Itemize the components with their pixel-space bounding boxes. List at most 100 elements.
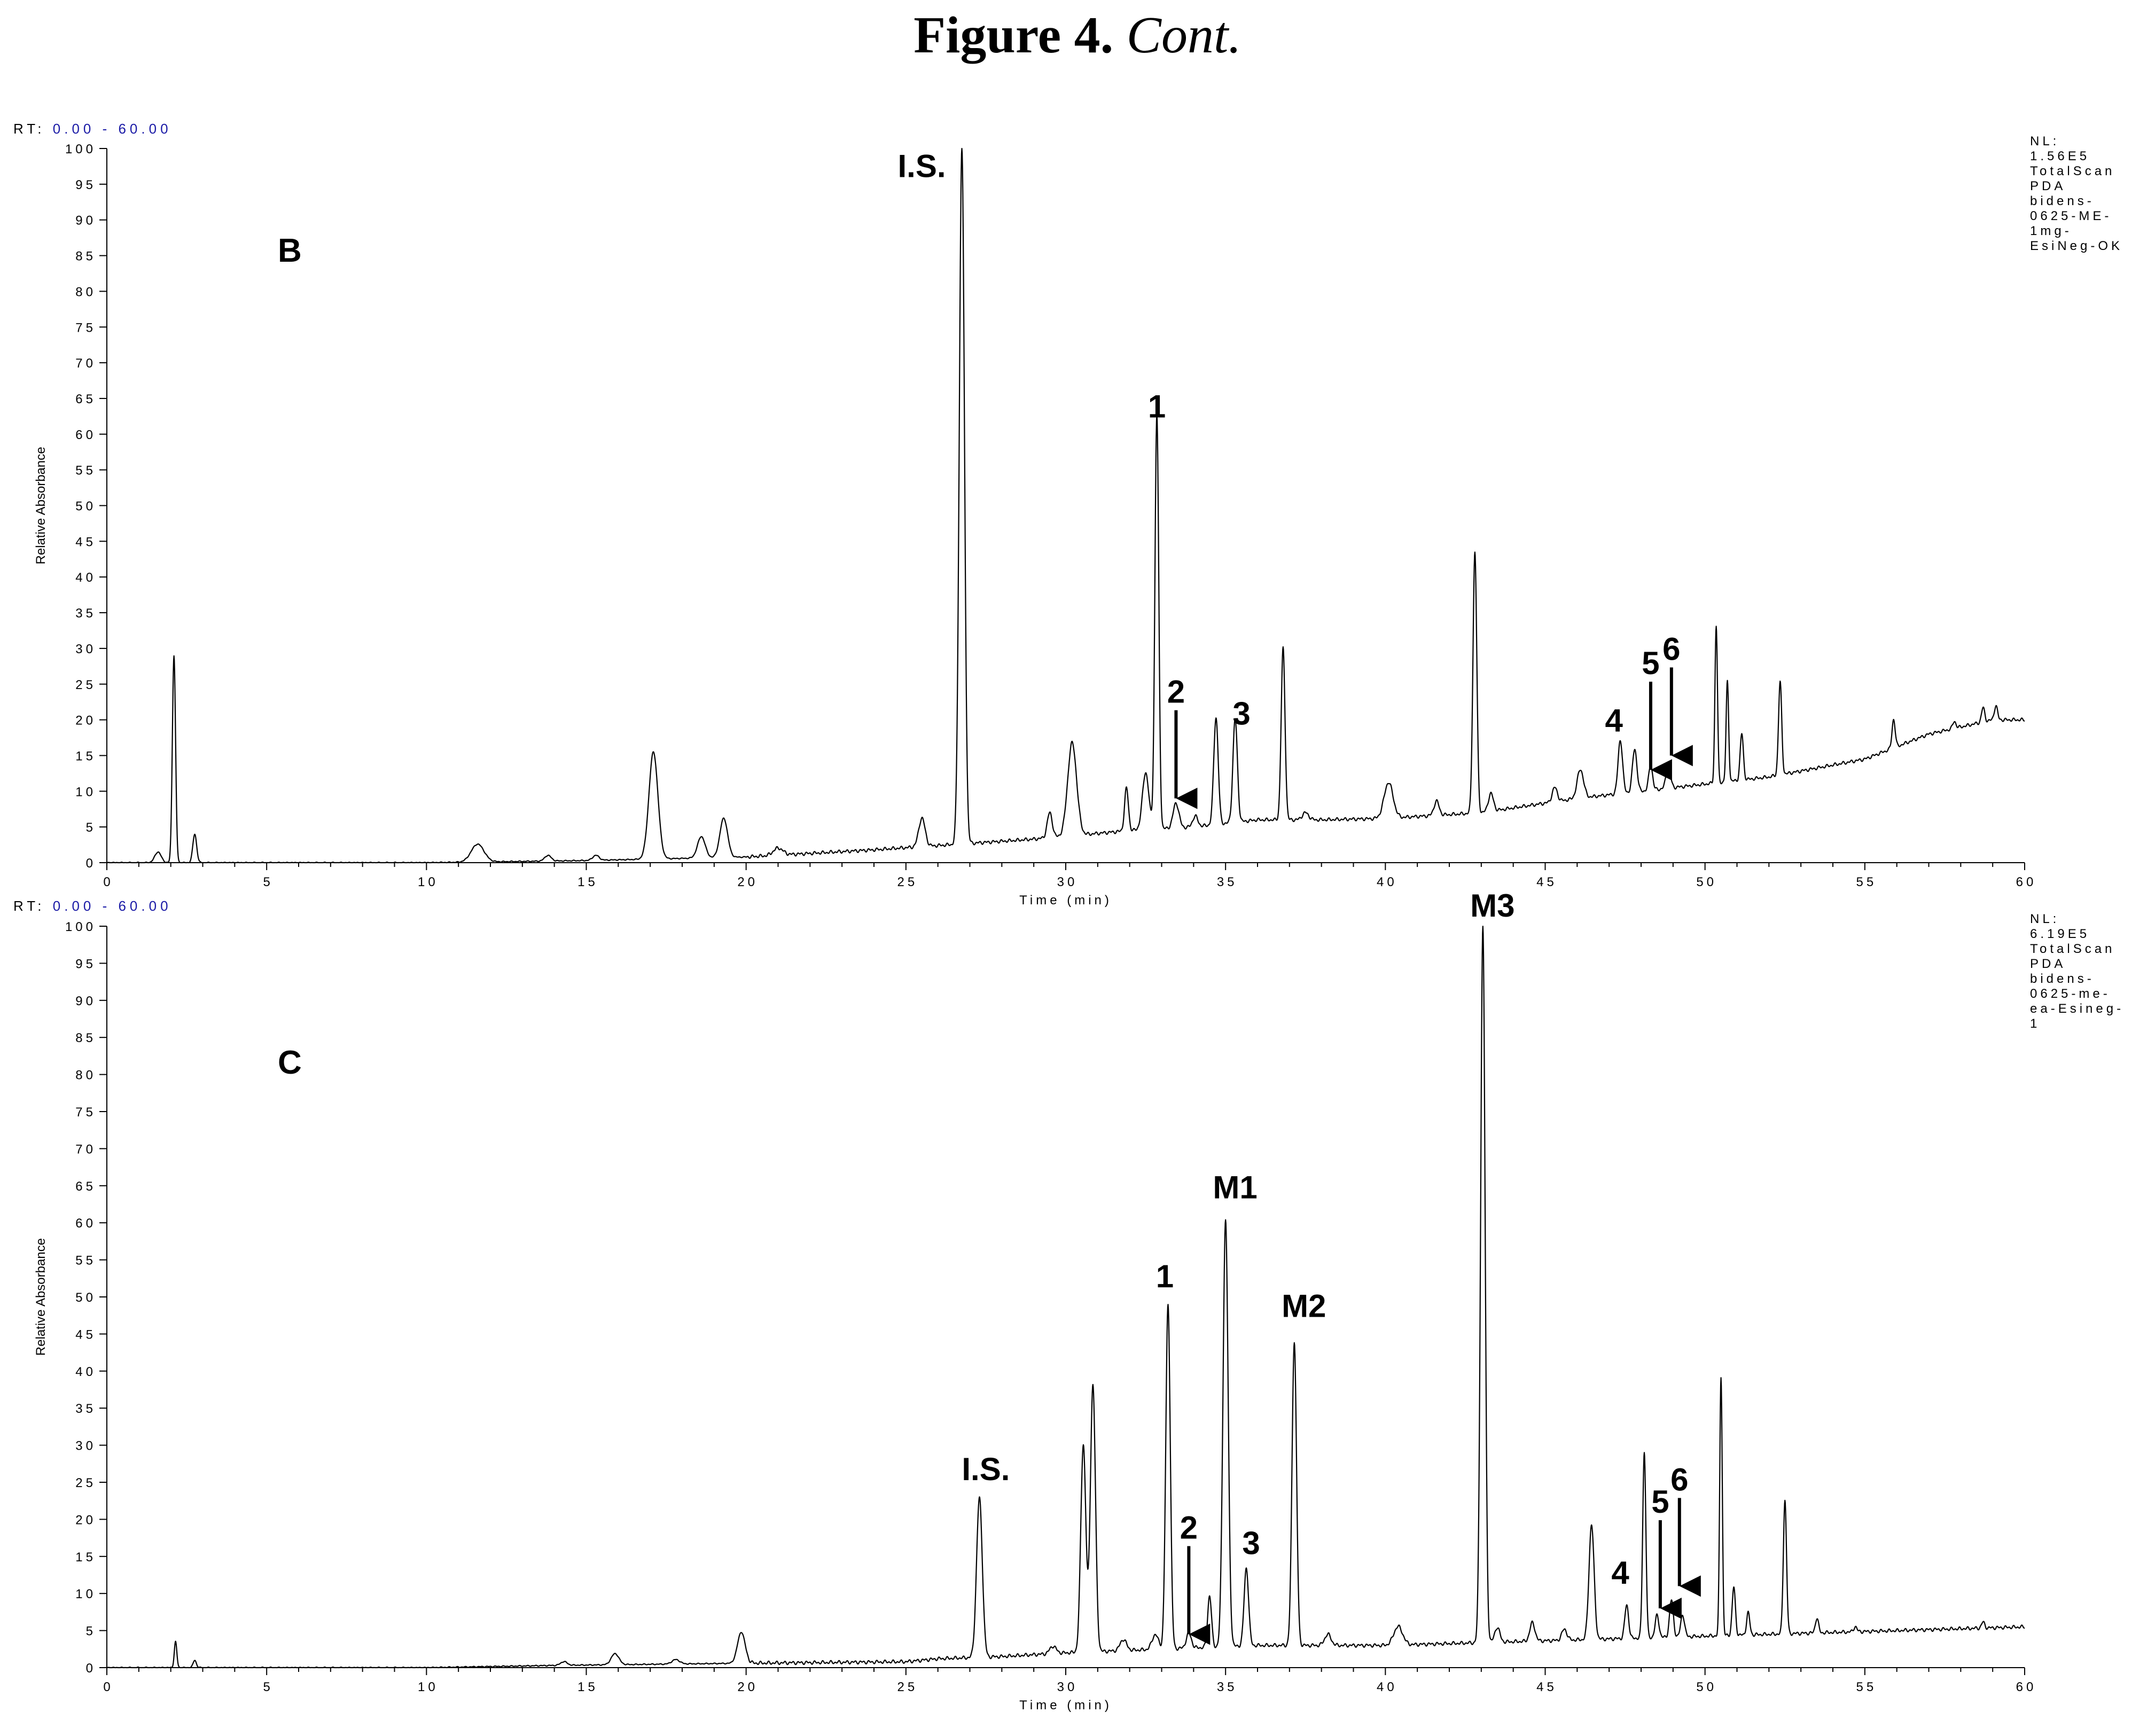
y-tick-label: 65 [75, 392, 96, 406]
y-tick-label: 25 [75, 678, 96, 692]
y-tick-label: 0 [86, 856, 96, 871]
nl-info-line: bidens- [2030, 972, 2095, 986]
x-tick-label: 5 [263, 1680, 273, 1694]
nl-info-line: NL: [2030, 134, 2059, 148]
rt-range: 0.00 - 60.00 [53, 898, 172, 914]
peak-label-6: 6 [1662, 631, 1680, 667]
nl-info-line: TotalScan [2030, 942, 2115, 956]
peak-label-2: 2 [1167, 674, 1185, 710]
y-tick-label: 10 [75, 785, 96, 799]
y-tick-label: 90 [75, 994, 96, 1008]
chromatogram-trace [106, 926, 2025, 1669]
y-tick-label: 85 [75, 249, 96, 264]
rt-prefix: RT: [13, 121, 53, 137]
x-tick-label: 55 [1856, 1680, 1877, 1694]
figure-title-number: Figure 4. [913, 6, 1114, 64]
y-tick-label: 25 [75, 1476, 96, 1490]
y-tick-label: 95 [75, 178, 96, 192]
chromatogram-trace [106, 147, 2025, 864]
y-tick-label: 55 [75, 464, 96, 478]
nl-info-line: EsiNeg-OK [2030, 239, 2123, 253]
peak-label-5: 5 [1651, 1484, 1669, 1520]
y-tick-label: 15 [75, 1550, 96, 1565]
peak-label-m1: M1 [1213, 1169, 1257, 1205]
y-tick-label: 60 [75, 428, 96, 442]
y-tick-label: 75 [75, 1105, 96, 1120]
nl-info-line: PDA [2030, 957, 2066, 971]
peak-label-3: 3 [1232, 695, 1250, 731]
y-axis-title: Relative Absorbance [34, 447, 48, 564]
x-tick-label: 50 [1696, 875, 1717, 889]
y-tick-label: 0 [86, 1661, 96, 1676]
nl-info-line: 1mg- [2030, 224, 2072, 238]
nl-info-line: 1 [2030, 1016, 2040, 1031]
y-tick-label: 15 [75, 749, 96, 763]
y-tick-label: 100 [65, 920, 96, 934]
x-tick-label: 35 [1217, 875, 1238, 889]
nl-info-line: bidens- [2030, 194, 2095, 208]
nl-info-line: NL: [2030, 912, 2059, 926]
peak-label-m2: M2 [1282, 1288, 1326, 1324]
x-tick-label: 50 [1696, 1680, 1717, 1694]
x-tick-label: 25 [897, 875, 918, 889]
peak-label-4: 4 [1605, 703, 1623, 739]
y-tick-label: 40 [75, 570, 96, 585]
nl-info-line: 0625-ME- [2030, 209, 2112, 223]
y-axis-title: Relative Absorbance [34, 1238, 48, 1356]
y-tick-label: 60 [75, 1216, 96, 1231]
peak-label-1: 1 [1156, 1258, 1174, 1294]
x-tick-label: 10 [418, 1680, 439, 1694]
y-tick-label: 35 [75, 606, 96, 621]
y-tick-label: 75 [75, 320, 96, 335]
x-tick-label: 20 [737, 1680, 758, 1694]
x-tick-label: 45 [1536, 1680, 1557, 1694]
x-tick-label: 0 [103, 1680, 113, 1694]
rt-prefix: RT: [13, 898, 53, 914]
nl-info-line: 0625-me- [2030, 987, 2111, 1001]
y-tick-label: 70 [75, 1142, 96, 1156]
panel-letter-c: C [278, 1044, 302, 1081]
y-tick-label: 35 [75, 1402, 96, 1416]
x-tick-label: 40 [1377, 875, 1397, 889]
y-tick-label: 5 [86, 1624, 96, 1639]
nl-info-line: PDA [2030, 179, 2066, 193]
y-tick-label: 80 [75, 285, 96, 299]
figure-title: Figure 4. Cont. [0, 5, 2155, 65]
peak-label-m3: M3 [1470, 888, 1514, 924]
x-axis-title: Time (min) [1019, 893, 1112, 908]
y-tick-label: 40 [75, 1365, 96, 1379]
y-tick-label: 65 [75, 1179, 96, 1194]
y-tick-label: 50 [75, 1291, 96, 1305]
peak-label-2: 2 [1180, 1510, 1198, 1546]
x-tick-label: 40 [1377, 1680, 1397, 1694]
peak-label-5: 5 [1642, 645, 1659, 681]
x-tick-label: 25 [897, 1680, 918, 1694]
panel-c: RT: 0.00 - 60.00051015202530354045505560… [13, 888, 2124, 1712]
peak-label-6: 6 [1670, 1461, 1688, 1497]
rt-range: 0.00 - 60.00 [53, 121, 172, 137]
y-tick-label: 20 [75, 1513, 96, 1527]
x-axis-title: Time (min) [1019, 1698, 1112, 1712]
y-tick-label: 70 [75, 356, 96, 371]
x-tick-label: 30 [1057, 875, 1078, 889]
nl-info-line: TotalScan [2030, 164, 2115, 178]
x-tick-label: 60 [2016, 875, 2037, 889]
y-tick-label: 90 [75, 214, 96, 228]
y-tick-label: 20 [75, 714, 96, 728]
peak-label-4: 4 [1611, 1555, 1629, 1591]
figure-title-cont: Cont [1126, 6, 1229, 64]
nl-info-line: ea-Esineg- [2030, 1002, 2124, 1016]
peak-label-1: 1 [1148, 388, 1166, 424]
rt-range-label: RT: 0.00 - 60.00 [13, 121, 172, 137]
y-tick-label: 100 [65, 142, 96, 157]
y-tick-label: 45 [75, 535, 96, 549]
nl-info-line: 6.19E5 [2030, 927, 2090, 941]
x-tick-label: 60 [2016, 1680, 2037, 1694]
y-tick-label: 45 [75, 1327, 96, 1342]
x-tick-label: 35 [1217, 1680, 1238, 1694]
y-tick-label: 5 [86, 820, 96, 835]
y-tick-label: 10 [75, 1587, 96, 1601]
x-tick-label: 45 [1536, 875, 1557, 889]
x-tick-label: 10 [418, 875, 439, 889]
